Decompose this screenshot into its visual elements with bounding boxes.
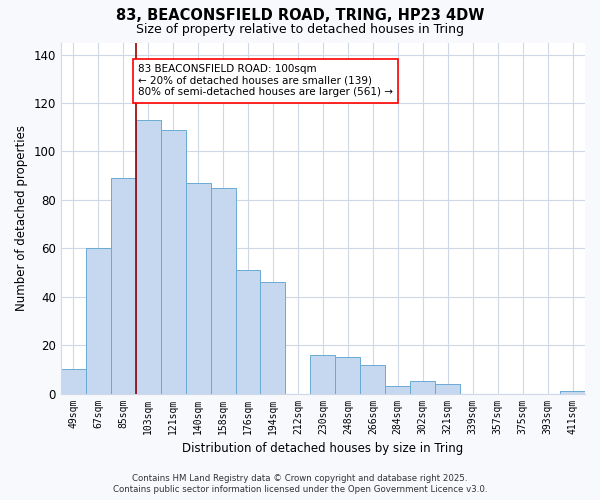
Y-axis label: Number of detached properties: Number of detached properties xyxy=(15,125,28,311)
Bar xyxy=(410,382,435,394)
Bar xyxy=(260,282,286,394)
Text: 83 BEACONSFIELD ROAD: 100sqm
← 20% of detached houses are smaller (139)
80% of s: 83 BEACONSFIELD ROAD: 100sqm ← 20% of de… xyxy=(138,64,393,98)
Bar xyxy=(361,364,385,394)
Bar xyxy=(236,270,260,394)
Bar xyxy=(136,120,161,394)
Bar xyxy=(385,386,410,394)
Bar xyxy=(435,384,460,394)
Bar xyxy=(161,130,185,394)
Bar xyxy=(111,178,136,394)
Bar xyxy=(61,370,86,394)
Bar xyxy=(335,357,361,394)
Bar xyxy=(211,188,236,394)
Bar xyxy=(86,248,111,394)
Text: Size of property relative to detached houses in Tring: Size of property relative to detached ho… xyxy=(136,22,464,36)
Bar xyxy=(560,391,585,394)
Bar xyxy=(185,183,211,394)
Bar xyxy=(310,355,335,394)
Text: 83, BEACONSFIELD ROAD, TRING, HP23 4DW: 83, BEACONSFIELD ROAD, TRING, HP23 4DW xyxy=(116,8,484,22)
X-axis label: Distribution of detached houses by size in Tring: Distribution of detached houses by size … xyxy=(182,442,464,455)
Text: Contains HM Land Registry data © Crown copyright and database right 2025.
Contai: Contains HM Land Registry data © Crown c… xyxy=(113,474,487,494)
